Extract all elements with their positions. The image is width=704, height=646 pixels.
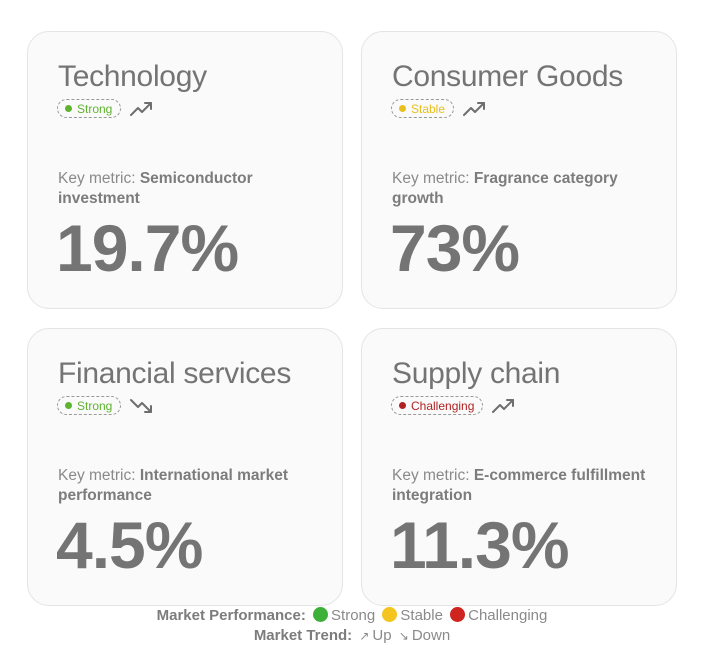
key-metric: Key metric: Semiconductor investment: [58, 169, 326, 209]
status-row: Strong: [57, 396, 155, 415]
status-dot-icon: [65, 402, 72, 409]
status-dot-icon: [399, 105, 406, 112]
legend-strong: Strong: [331, 607, 376, 624]
status-row: Strong: [57, 99, 155, 118]
key-metric: Key metric: International market perform…: [58, 466, 326, 506]
metric-name: Fragrance category growth: [392, 170, 618, 207]
status-label: Strong: [77, 101, 113, 116]
metric-name: Semiconductor investment: [58, 170, 253, 207]
key-metric: Key metric: Fragrance category growth: [392, 169, 660, 209]
status-row: Stable: [391, 99, 488, 118]
card-financial-services: Financial services Strong Key metric: In…: [27, 328, 343, 606]
card-title: Technology: [58, 60, 207, 93]
status-label: Stable: [411, 101, 446, 116]
trend-down-icon: [130, 398, 153, 413]
legend-challenging: Challenging: [468, 607, 548, 624]
legend-trend: Market Trend: ↗ Up ↘ Down: [0, 627, 704, 644]
card-supply-chain: Supply chain Challenging Key metric: E-c…: [361, 328, 677, 606]
legend-stable: Stable: [400, 607, 443, 624]
card-consumer-goods: Consumer Goods Stable Key metric: Fragra…: [361, 31, 677, 309]
metric-name: E-commerce fulfillment integration: [392, 467, 646, 504]
green-circle-icon: [313, 607, 329, 622]
status-badge: Challenging: [391, 396, 484, 415]
card-technology: Technology Strong Key metric: Semiconduc…: [27, 31, 343, 309]
metric-name: International market performance: [58, 467, 288, 504]
trend-up-icon: [463, 101, 486, 116]
metric-value: 73%: [390, 211, 520, 285]
card-title: Supply chain: [392, 357, 561, 390]
key-metric: Key metric: E-commerce fulfillment integ…: [392, 466, 660, 506]
status-badge: Stable: [391, 99, 455, 118]
metric-prefix: Key metric:: [58, 467, 140, 484]
metric-value: 11.3%: [390, 508, 569, 582]
arrow-down-right-icon: ↘: [398, 629, 409, 643]
yellow-circle-icon: [382, 607, 398, 622]
status-label: Strong: [77, 398, 113, 413]
card-title: Financial services: [58, 357, 292, 390]
status-dot-icon: [65, 105, 72, 112]
metric-value: 4.5%: [56, 508, 203, 582]
card-title: Consumer Goods: [392, 60, 623, 93]
legend-performance-label: Market Performance:: [156, 607, 306, 624]
metric-prefix: Key metric:: [392, 467, 474, 484]
trend-up-icon: [492, 398, 515, 413]
legend-up: Up: [372, 627, 392, 644]
trend-up-icon: [130, 101, 153, 116]
red-circle-icon: [450, 607, 466, 622]
metric-prefix: Key metric:: [58, 170, 140, 187]
arrow-up-right-icon: ↗: [359, 629, 370, 643]
status-dot-icon: [399, 402, 406, 409]
status-badge: Strong: [57, 396, 122, 415]
status-label: Challenging: [411, 398, 475, 413]
legend-down: Down: [411, 627, 451, 644]
status-row: Challenging: [391, 396, 517, 415]
legend-trend-label: Market Trend:: [253, 627, 353, 644]
legend-performance: Market Performance: Strong Stable Challe…: [0, 607, 704, 624]
metric-prefix: Key metric:: [392, 170, 474, 187]
metric-value: 19.7%: [56, 211, 239, 285]
status-badge: Strong: [57, 99, 122, 118]
